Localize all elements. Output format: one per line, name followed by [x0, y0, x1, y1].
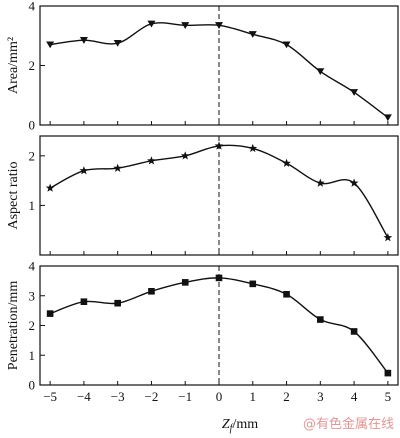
data-point — [350, 328, 358, 335]
data-point — [45, 183, 55, 192]
panel-aspect-ratio: 1 2 Aspect ratio — [6, 135, 399, 256]
data-point — [79, 37, 88, 44]
data-point — [349, 178, 359, 187]
x-tick-label: −5 — [43, 389, 57, 404]
x-tick-label: 0 — [216, 389, 223, 404]
data-point — [282, 158, 291, 167]
x-tick-label: 2 — [283, 389, 290, 404]
data-point — [79, 166, 89, 175]
y-tick-label: 3 — [29, 288, 36, 303]
y-tick-label: 1 — [29, 198, 36, 213]
data-point — [350, 89, 359, 96]
data-point — [181, 279, 189, 286]
x-axis-label: Zf/mm — [222, 417, 258, 434]
data-point — [113, 163, 123, 172]
y-tick-label: 1 — [29, 348, 36, 363]
data-point — [147, 156, 156, 165]
y-axis-label: Penetration/mm — [6, 281, 21, 371]
data-point — [215, 274, 223, 282]
data-point — [147, 20, 156, 28]
x-tick-label: −4 — [77, 389, 91, 404]
data-point — [283, 290, 290, 298]
data-point — [248, 143, 258, 153]
x-tick-label: 3 — [317, 389, 324, 404]
x-tick-label: −3 — [111, 389, 125, 404]
y-tick-label: 0 — [29, 378, 36, 393]
data-point — [114, 299, 121, 307]
data-point — [181, 22, 190, 29]
x-tick-label: 5 — [385, 389, 392, 404]
y-tick-label: 4 — [29, 0, 36, 14]
data-point — [384, 369, 392, 377]
data-point — [46, 310, 54, 317]
data-point — [249, 280, 257, 288]
data-point — [113, 39, 122, 47]
y-axis-label: Aspect ratio — [6, 161, 21, 229]
x-tick-label: 4 — [351, 389, 358, 404]
y-axis-label: Area/mm² — [6, 37, 21, 94]
data-point — [46, 41, 55, 49]
x-tick-label: −1 — [178, 389, 192, 404]
x-axis-label-sub: f — [230, 423, 234, 434]
data-point — [148, 287, 155, 295]
panel-area: 0 2 4 Area/mm² — [6, 0, 399, 133]
data-point — [80, 298, 88, 305]
y-tick-label: 2 — [29, 318, 36, 333]
series-line — [49, 144, 389, 239]
x-axis-label-unit: /mm — [232, 417, 258, 432]
x-tick-label: −2 — [145, 389, 159, 404]
y-tick-label: 4 — [29, 259, 36, 274]
data-point — [282, 41, 291, 49]
data-point — [317, 316, 324, 323]
data-point — [215, 22, 223, 29]
data-point — [316, 68, 325, 76]
panel-penetration: 0 1 2 3 4 −5 −4 −3 −2 −1 0 1 2 3 4 5 Penetration/mm — [6, 259, 399, 404]
y-tick-label: 2 — [29, 148, 36, 163]
watermark: @有色金属在线 — [302, 417, 394, 432]
y-tick-label: 2 — [29, 58, 36, 73]
data-point — [315, 178, 325, 187]
data-point — [248, 31, 257, 38]
data-point — [180, 151, 190, 160]
data-point — [214, 141, 224, 150]
data-point — [383, 233, 393, 242]
x-axis-label-main: Z — [222, 417, 230, 432]
data-point — [383, 114, 392, 122]
y-tick-label: 0 — [29, 118, 36, 133]
x-tick-label: 1 — [250, 389, 257, 404]
